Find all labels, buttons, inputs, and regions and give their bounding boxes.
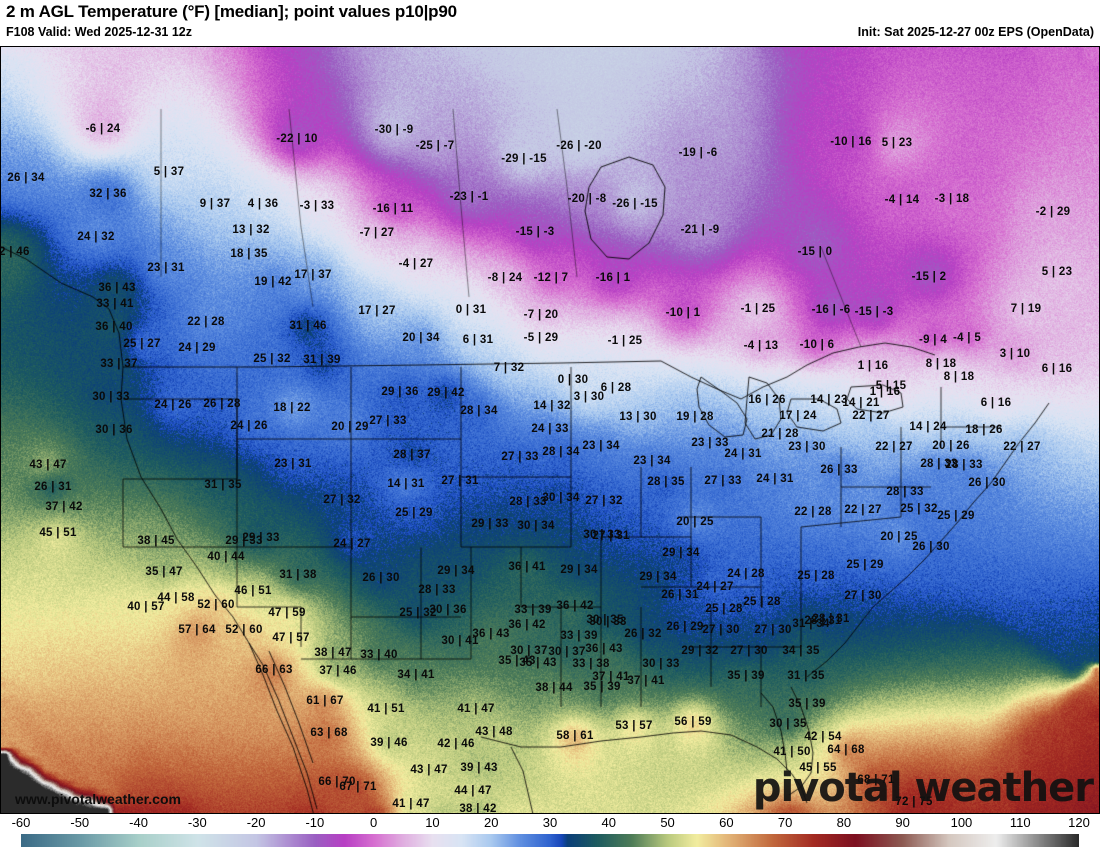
colorbar-tick-90: 90 — [895, 815, 910, 830]
colorbar-region: -60 -50 -40 -30 -20 -10 0 10 20 30 40 50 60 70 80 90 100… — [0, 815, 1100, 850]
map-raster-layer — [1, 47, 1099, 813]
colorbar-tick-50: 50 — [660, 815, 675, 830]
colorbar-gradient-strip — [21, 834, 1079, 847]
colorbar-tick-110: 110 — [1009, 815, 1031, 830]
colorbar-tick--40: -40 — [129, 815, 148, 830]
colorbar-tick-120: 120 — [1068, 815, 1090, 830]
colorbar-tick--60: -60 — [11, 815, 31, 830]
colorbar-canvas — [21, 834, 1079, 847]
colorbar-tick-labels: -60 -50 -40 -30 -20 -10 0 10 20 30 40 50 60 70 80 90 100… — [0, 815, 1100, 832]
colorbar-tick-70: 70 — [777, 815, 793, 830]
colorbar-tick--10: -10 — [305, 815, 325, 830]
pivotal-weather-watermark: pivotal weather — [752, 765, 1094, 811]
colorbar-tick--50: -50 — [70, 815, 90, 830]
colorbar-tick-10: 10 — [425, 815, 440, 830]
valid-time-label: F108 Valid: Wed 2025-12-31 12z — [6, 25, 192, 39]
colorbar-tick-80: 80 — [836, 815, 852, 830]
colorbar-tick-100: 100 — [950, 815, 973, 830]
colorbar-tick-0: 0 — [370, 815, 378, 830]
colorbar-tick-20: 20 — [483, 815, 499, 830]
colorbar-tick-60: 60 — [719, 815, 734, 830]
page-title: 2 m AGL Temperature (°F) [median]; point… — [6, 2, 457, 21]
colorbar-tick-30: 30 — [542, 815, 558, 830]
init-time-label: Init: Sat 2025-12-27 00z EPS (OpenData) — [857, 25, 1094, 39]
point-value-label: 71 | 74 — [356, 813, 393, 814]
colorbar-tick-40: 40 — [601, 815, 616, 830]
temperature-map[interactable]: -6 | 24 -22 | 10 -30 | -9 -25 | -7 -26 | -20… — [0, 46, 1100, 814]
site-url-watermark: www.pivotalweather.com — [15, 791, 181, 807]
colorbar-tick--30: -30 — [187, 815, 207, 830]
page-header: 2 m AGL Temperature (°F) [median]; point… — [0, 0, 1100, 46]
colorbar-tick--20: -20 — [246, 815, 266, 830]
